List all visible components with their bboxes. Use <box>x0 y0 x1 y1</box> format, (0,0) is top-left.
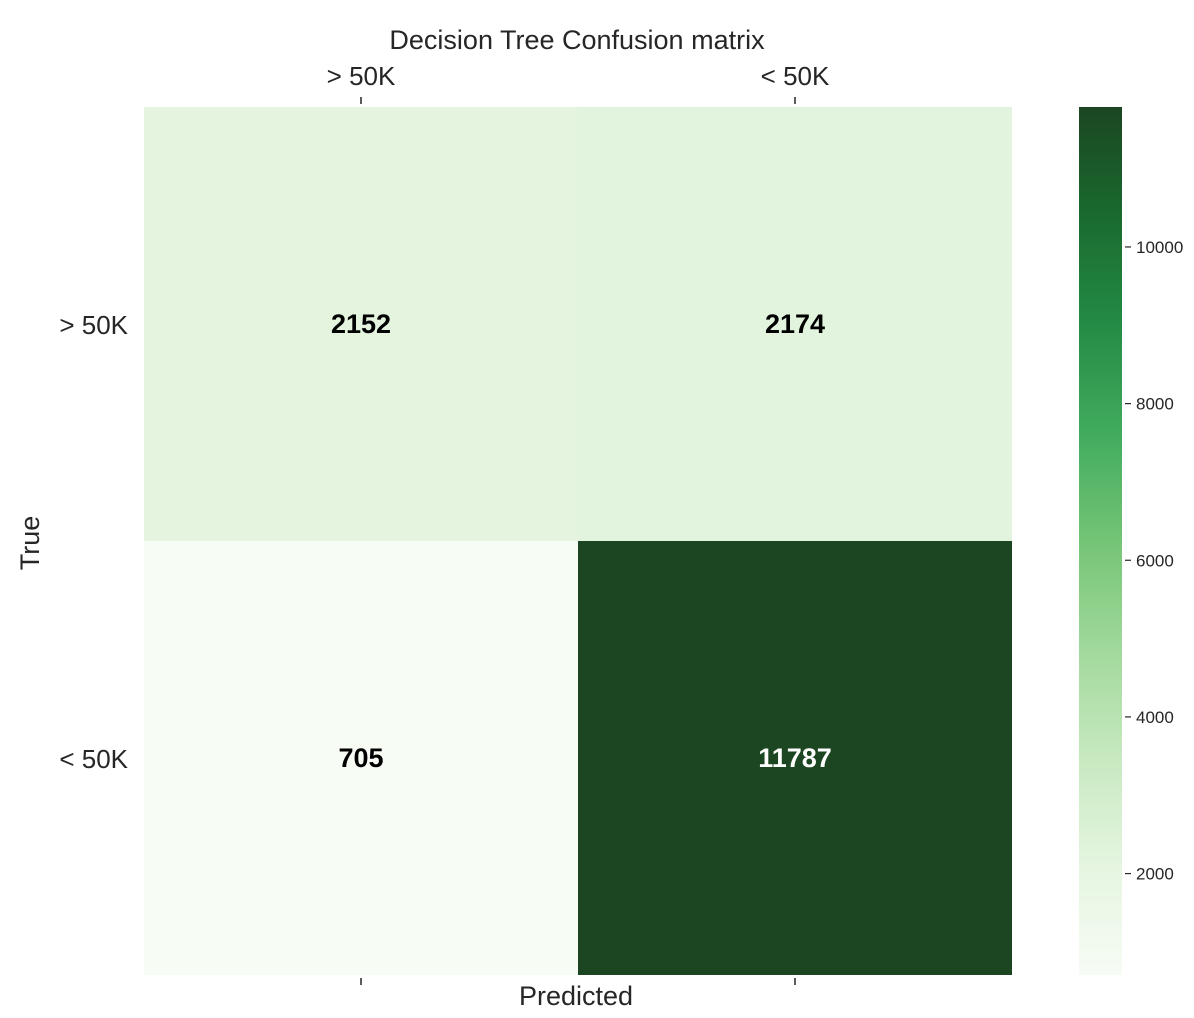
colorbar <box>1079 107 1122 975</box>
cell-annotations: 2152 2174 705 11787 <box>331 309 832 773</box>
heatmap-cells <box>144 107 1012 975</box>
colorbar-tick-label: 10000 <box>1136 238 1183 257</box>
heatmap-cell <box>144 107 578 541</box>
cell-value-label: 11787 <box>758 743 832 773</box>
y-axis-ticks: > 50K < 50K <box>59 310 128 774</box>
colorbar-tick-label: 4000 <box>1136 708 1174 727</box>
x-tick-label: > 50K <box>327 61 396 91</box>
x-axis-label: Predicted <box>519 981 633 1011</box>
colorbar-tick-label: 6000 <box>1136 551 1174 570</box>
colorbar-ticks: 2000 4000 6000 8000 10000 <box>1125 238 1183 884</box>
colorbar-tick-label: 2000 <box>1136 865 1174 884</box>
cell-value-label: 2174 <box>765 309 825 339</box>
cell-value-label: 2152 <box>331 309 391 339</box>
x-axis-ticks: > 50K < 50K <box>327 61 830 985</box>
x-tick-label: < 50K <box>761 61 830 91</box>
y-tick-label: > 50K <box>59 310 128 340</box>
colorbar-tick-label: 8000 <box>1136 395 1174 414</box>
y-tick-label: < 50K <box>59 744 128 774</box>
y-axis-label: True <box>15 516 45 571</box>
cell-value-label: 705 <box>338 743 383 773</box>
chart-title: Decision Tree Confusion matrix <box>389 25 765 55</box>
heatmap-cell <box>144 541 578 975</box>
heatmap-cell <box>578 541 1012 975</box>
heatmap-cell <box>578 107 1012 541</box>
